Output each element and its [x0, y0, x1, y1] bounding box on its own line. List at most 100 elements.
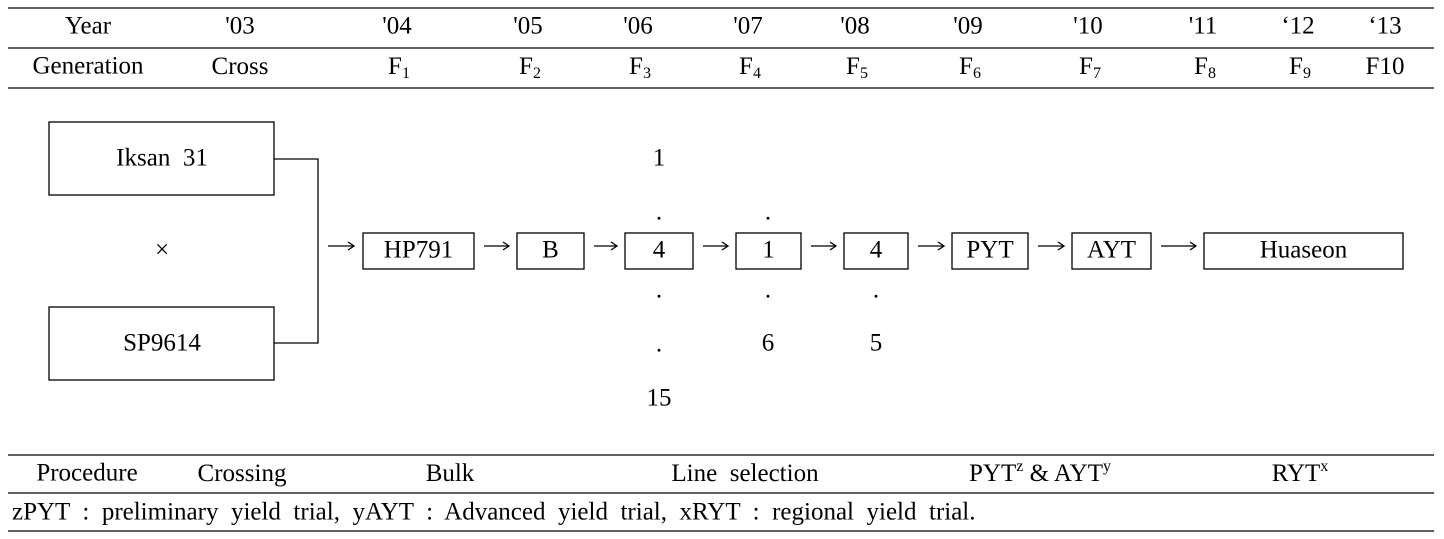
- node-label: 1: [762, 237, 775, 264]
- generation: F6: [959, 53, 981, 82]
- generation-text: F: [739, 53, 753, 80]
- generation: F3: [629, 53, 651, 82]
- node-box: [735, 232, 802, 270]
- arrow: [1038, 241, 1066, 251]
- generation-text: F: [629, 53, 643, 80]
- generation-text: F: [1079, 53, 1093, 80]
- year: ‘13: [1368, 13, 1401, 40]
- procedure-step: PYTz & AYTy: [969, 458, 1111, 487]
- year: '04: [382, 13, 412, 40]
- procedure-step: RYTx: [1272, 458, 1329, 487]
- generation: F4: [739, 53, 761, 82]
- generation-text: F: [1194, 53, 1208, 80]
- year: '07: [733, 13, 763, 40]
- node-label: B: [542, 237, 559, 264]
- procedure-label: Procedure: [36, 460, 137, 487]
- generation-label: Generation: [32, 53, 144, 80]
- generation-sub: 2: [533, 65, 541, 82]
- year: '06: [623, 13, 653, 40]
- procedure-text: PYT: [969, 460, 1016, 487]
- generation: F2: [519, 53, 541, 82]
- generation-text: F10: [1366, 53, 1405, 80]
- selection-dot: .: [656, 199, 662, 226]
- node-box: [1203, 232, 1404, 270]
- node-label: 4: [653, 237, 666, 264]
- node-label: AYT: [1087, 237, 1136, 264]
- generation-sub: 9: [1303, 65, 1311, 82]
- generation-sub: 8: [1208, 65, 1216, 82]
- generation-text: Cross: [212, 53, 269, 80]
- selection-dot: .: [765, 277, 771, 304]
- procedure-step: Crossing: [198, 460, 287, 487]
- arrow: [328, 241, 356, 251]
- procedure-text: RYT: [1272, 460, 1321, 487]
- cross-symbol: ×: [155, 237, 169, 264]
- selection-dot: .: [765, 199, 771, 226]
- generation-text: F: [846, 53, 860, 80]
- year: '03: [225, 13, 255, 40]
- node-label: Huaseon: [1260, 237, 1348, 264]
- rules: [8, 7, 1434, 532]
- generation-sub: 5: [860, 65, 868, 82]
- selection-count: 1: [653, 145, 666, 172]
- procedure-text: Bulk: [426, 460, 475, 487]
- procedure-step: Line selection: [671, 460, 819, 487]
- arrow: [703, 241, 730, 251]
- parent: Iksan 31: [116, 145, 208, 172]
- generation: F1: [388, 53, 410, 82]
- parent: SP9614: [123, 330, 201, 357]
- selection-dot: .: [656, 331, 662, 358]
- connector: [274, 158, 319, 344]
- procedure-text: Crossing: [198, 460, 287, 487]
- generation: Cross: [212, 53, 269, 80]
- arrow: [811, 241, 838, 251]
- selection: 1 . . . 15 . . 6 . 5: [647, 145, 883, 412]
- generation-sub: 6: [973, 65, 981, 82]
- selection-dot: .: [656, 277, 662, 304]
- year: '05: [513, 13, 543, 40]
- node-box: [1071, 232, 1152, 270]
- node-box: [843, 232, 909, 270]
- selection-dot: .: [873, 277, 879, 304]
- procedure-sup: y: [1103, 458, 1111, 475]
- generation: F8: [1194, 53, 1216, 82]
- node-box: [516, 232, 585, 270]
- procedure-step: Bulk: [426, 460, 475, 487]
- generation: F9: [1289, 53, 1311, 82]
- generation-sub: 3: [643, 65, 651, 82]
- arrow: [918, 241, 946, 251]
- generation-sub: 4: [753, 65, 761, 82]
- generation-text: F: [388, 53, 402, 80]
- generation-sub: 1: [402, 65, 410, 82]
- selection-count: 6: [762, 330, 775, 357]
- node-box: [624, 232, 694, 270]
- node-box: [362, 232, 475, 270]
- arrow: [594, 241, 619, 251]
- generation-text: F: [1289, 53, 1303, 80]
- footnote: zPYT : preliminary yield trial, yAYT : A…: [12, 499, 976, 526]
- procedure-text: & AYT: [1023, 460, 1103, 487]
- generation: F10: [1366, 53, 1405, 80]
- generation-text: F: [959, 53, 973, 80]
- procedure-sup: z: [1016, 458, 1023, 475]
- node-label: 4: [870, 237, 883, 264]
- node-box: [951, 232, 1029, 270]
- node-label: PYT: [966, 237, 1013, 264]
- arrow: [1161, 241, 1198, 251]
- generation: F5: [846, 53, 868, 82]
- arrow: [484, 241, 511, 251]
- procedure-text: Line selection: [671, 460, 819, 487]
- generation-text: F: [519, 53, 533, 80]
- node-label: HP791: [384, 237, 453, 264]
- year: '11: [1189, 13, 1218, 40]
- year: '08: [840, 13, 870, 40]
- year-label: Year: [65, 13, 112, 40]
- selection-count: 5: [870, 330, 883, 357]
- year: ‘12: [1281, 13, 1314, 40]
- year: '10: [1073, 13, 1103, 40]
- procedure-sup: x: [1320, 458, 1328, 475]
- generation: F7: [1079, 53, 1101, 82]
- selection-count: 15: [647, 385, 672, 412]
- generation-sub: 7: [1093, 65, 1101, 82]
